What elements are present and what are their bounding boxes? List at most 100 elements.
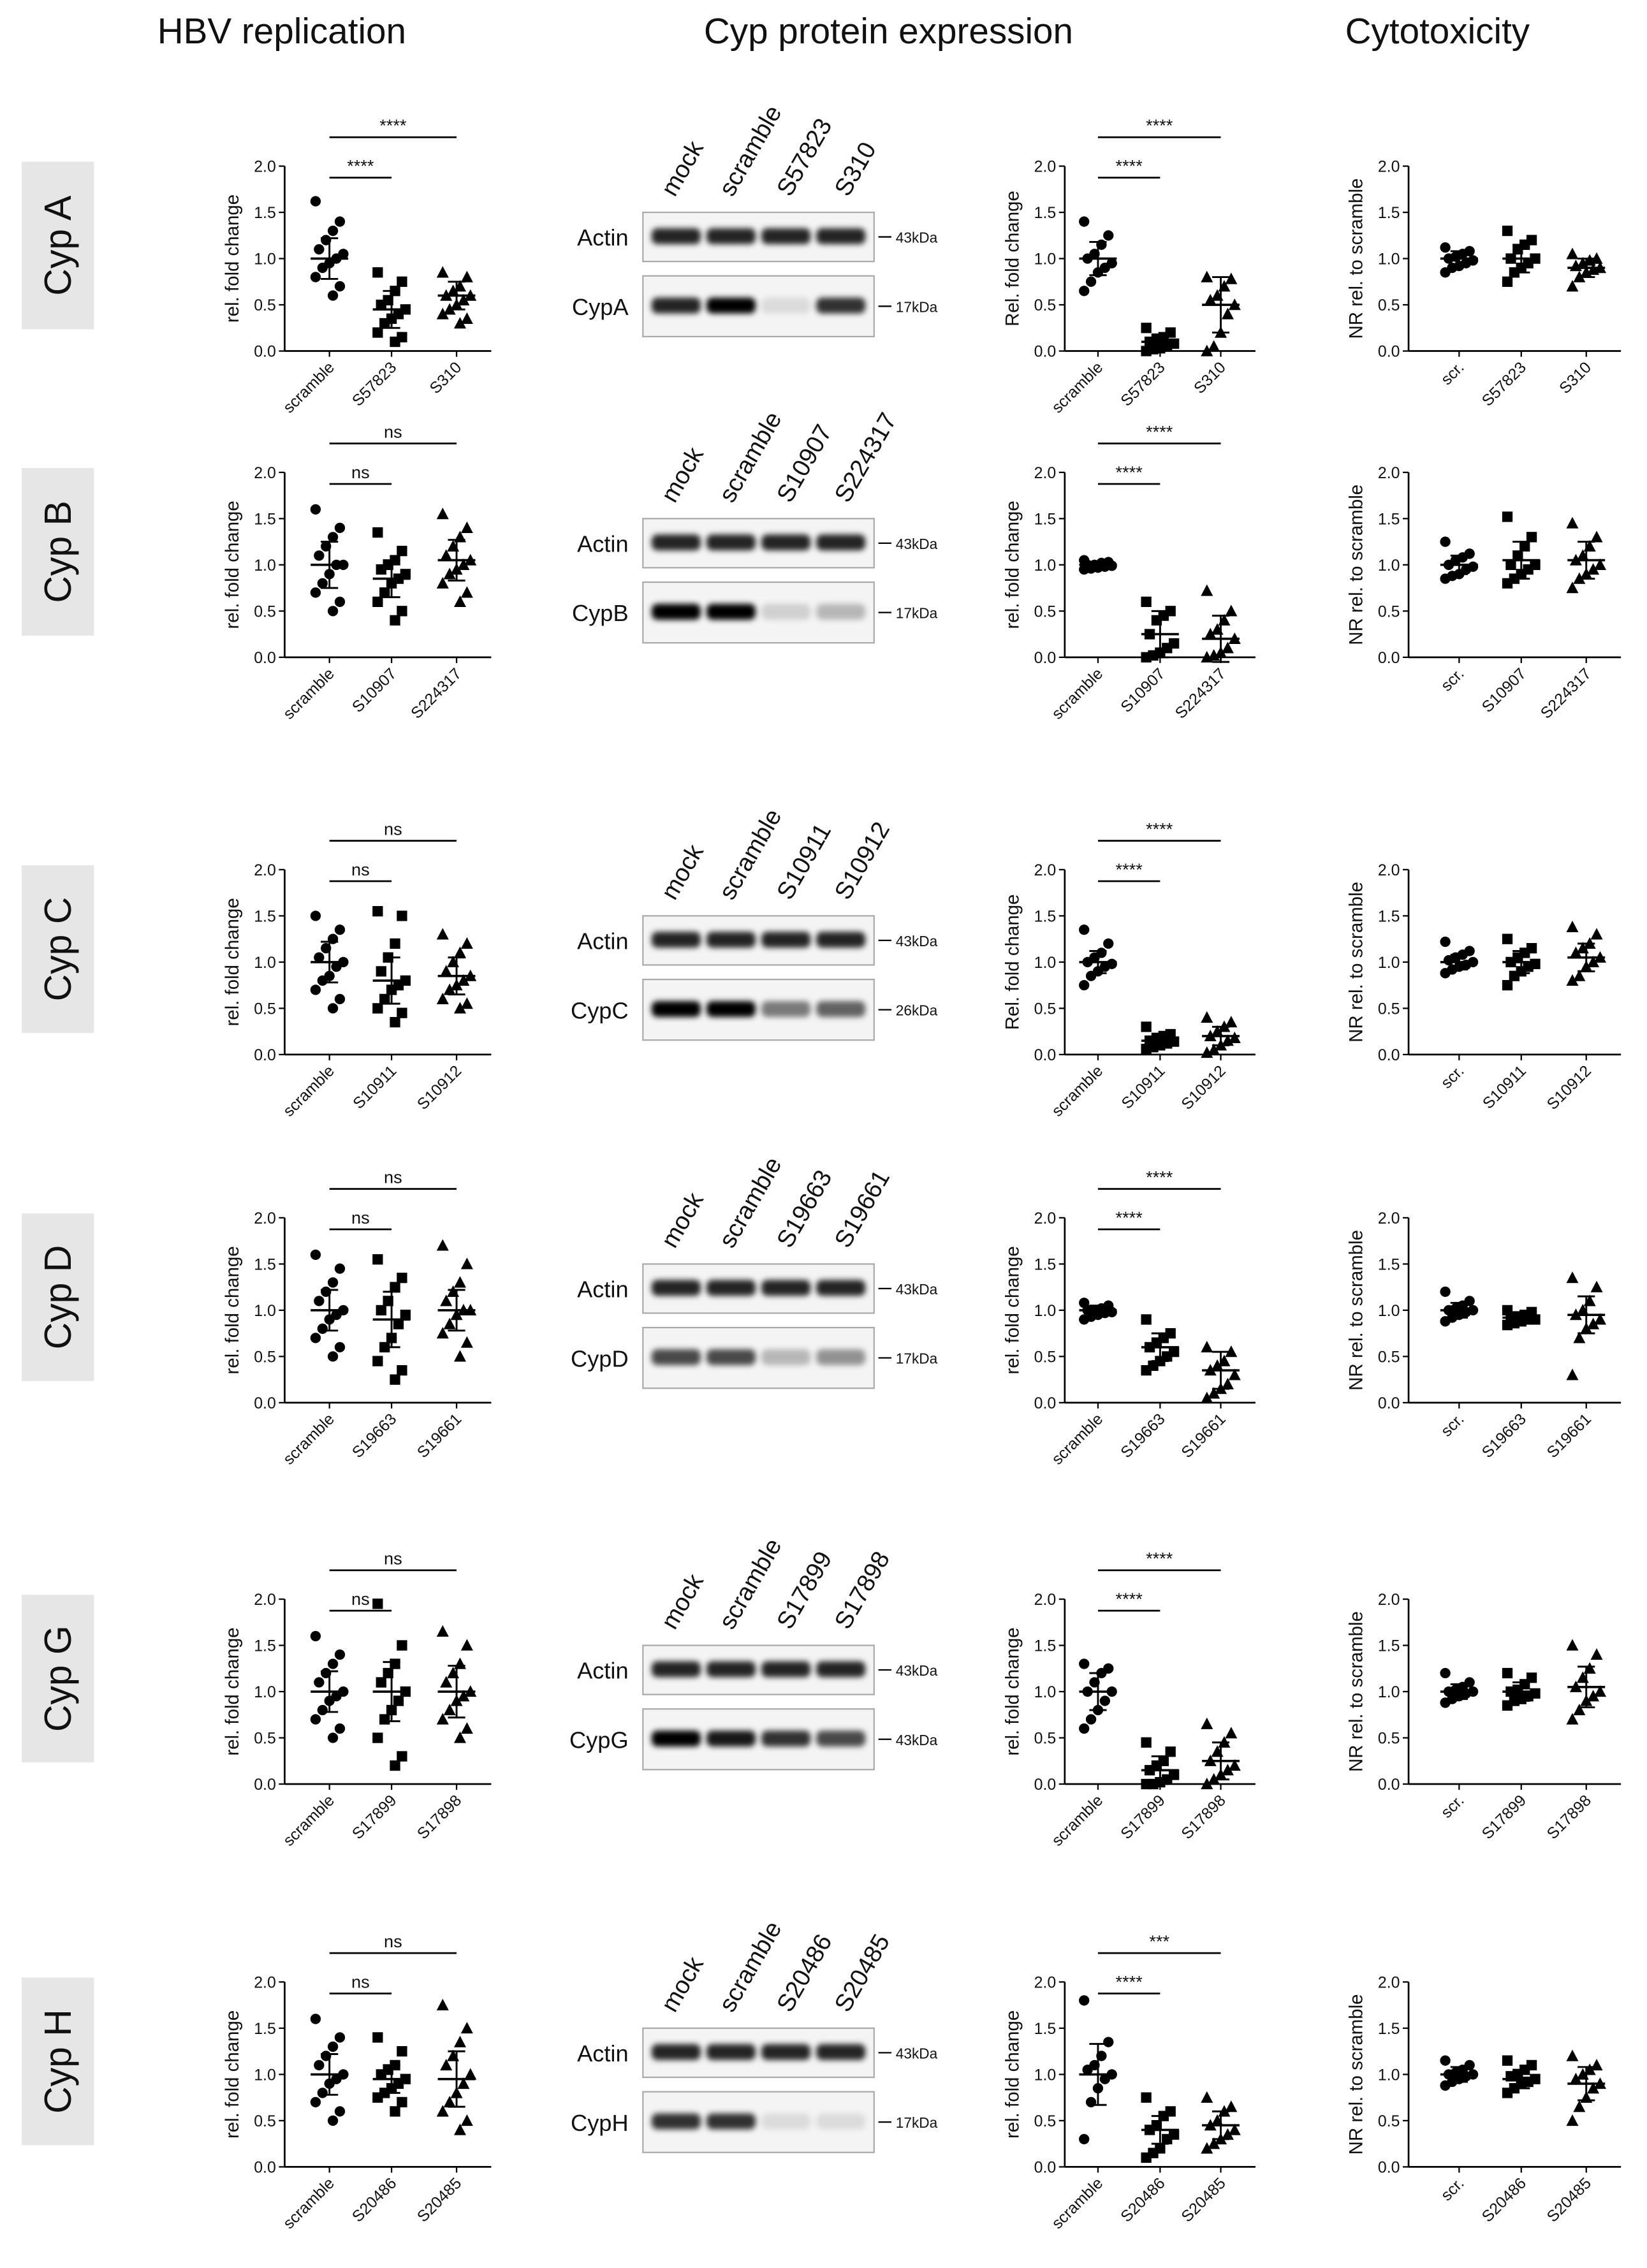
blot-band: [651, 2044, 701, 2060]
x-tick-label: S10911: [1118, 1062, 1168, 1113]
lane-label: S57823: [772, 113, 838, 200]
data-point: [314, 2059, 325, 2071]
blot-band: [761, 2113, 811, 2130]
data-point: [1201, 1046, 1213, 1058]
lane-label: mock: [656, 442, 710, 507]
x-tick-label: S310: [1556, 358, 1595, 397]
data-point: [1204, 627, 1217, 640]
data-point: [1225, 1016, 1238, 1028]
lane-label: S17898: [830, 1547, 896, 1634]
data-point: [1593, 558, 1607, 571]
data-point: [1440, 936, 1451, 947]
data-point: [436, 508, 449, 520]
y-tick-label: 0.0: [1034, 2158, 1057, 2176]
data-point: [397, 1751, 407, 1762]
y-axis-label: NR rel. to scramble: [1346, 1230, 1367, 1391]
data-point: [460, 270, 473, 282]
lane-label: mock: [656, 1569, 710, 1634]
y-tick-label: 1.5: [1034, 1255, 1057, 1273]
blot-band: [706, 1730, 756, 1747]
significance-label: ****: [1116, 1972, 1143, 1991]
y-axis-label: rel. fold change: [1002, 501, 1023, 629]
y-axis-label: rel. fold change: [1002, 1627, 1023, 1755]
x-tick-label: S17898: [1178, 1792, 1229, 1843]
data-point: [1162, 2133, 1173, 2145]
data-point: [1201, 270, 1213, 282]
data-point: [1502, 578, 1513, 589]
data-point: [334, 2032, 346, 2043]
x-tick-label: S17899: [349, 1792, 400, 1843]
data-point: [317, 2088, 328, 2098]
x-tick-label: scramble: [280, 664, 338, 722]
data-point: [1590, 530, 1603, 543]
y-tick-label: 1.5: [1034, 1637, 1057, 1655]
x-tick-label: S19661: [1178, 1410, 1229, 1462]
data-point: [1573, 1331, 1586, 1343]
y-axis-label: NR rel. to scramble: [1346, 485, 1367, 645]
blot-band: [706, 534, 756, 551]
y-tick-label: 0.5: [1034, 1348, 1057, 1366]
blot-band: [651, 297, 701, 314]
significance-label: ns: [384, 1931, 402, 1951]
blot-band: [651, 1280, 701, 1296]
data-point: [400, 1309, 411, 1321]
y-tick-label: 2.0: [1378, 1973, 1400, 1991]
data-point: [1587, 563, 1600, 575]
data-point: [334, 993, 346, 1005]
size-label: 43kDa: [896, 536, 938, 552]
lane-label: S19661: [830, 1166, 896, 1252]
blot-row-label: Actin: [577, 928, 629, 955]
y-tick-label: 2.0: [1378, 1591, 1400, 1609]
row-label: Cyp B: [38, 501, 79, 603]
significance-label: ****: [1146, 115, 1173, 135]
x-tick-label: S10911: [1479, 1062, 1530, 1113]
data-point: [1440, 242, 1451, 253]
data-point: [453, 317, 466, 329]
data-point: [1587, 955, 1600, 968]
y-tick-label: 1.5: [1378, 1637, 1400, 1655]
x-tick-label: S17898: [1544, 1792, 1595, 1843]
data-point: [1566, 1271, 1579, 1284]
row-label-box: [22, 1595, 94, 1763]
size-label: 17kDa: [896, 2114, 938, 2131]
lane-label: S10912: [830, 817, 896, 904]
data-point: [310, 1714, 321, 1725]
blot-band: [816, 228, 866, 244]
size-label: 17kDa: [896, 1350, 938, 1367]
data-point: [453, 595, 466, 608]
data-point: [397, 606, 407, 617]
data-point: [1079, 1995, 1090, 2006]
significance-label: ns: [351, 462, 370, 482]
data-point: [393, 1695, 404, 1706]
y-tick-label: 1.0: [1378, 1302, 1400, 1320]
blot-row-label: CypD: [571, 1345, 629, 1372]
y-tick-label: 1.5: [1378, 907, 1400, 925]
data-point: [1587, 263, 1600, 275]
data-point: [327, 606, 339, 617]
data-point: [440, 549, 453, 561]
significance-label: ****: [1146, 421, 1173, 441]
x-tick-label: S20485: [1178, 2174, 1229, 2226]
data-point: [1079, 216, 1090, 227]
x-tick-label: S19663: [1479, 1410, 1530, 1462]
significance-label: ****: [1146, 819, 1173, 839]
y-tick-label: 0.0: [254, 1776, 276, 1794]
x-tick-label: scramble: [1048, 1792, 1106, 1850]
size-label: 17kDa: [896, 298, 938, 315]
significance-label: ns: [351, 1972, 370, 1991]
x-tick-label: S224317: [407, 664, 465, 722]
x-tick-label: S20485: [414, 2174, 465, 2226]
data-point: [310, 1333, 321, 1343]
data-point: [1099, 2074, 1110, 2084]
blot-band: [706, 2044, 756, 2060]
y-tick-label: 0.5: [1034, 2112, 1057, 2130]
data-point: [376, 966, 386, 977]
data-point: [1502, 511, 1513, 522]
data-point: [390, 1374, 400, 1385]
y-tick-label: 1.0: [254, 2066, 276, 2084]
y-tick-label: 0.5: [1378, 603, 1400, 620]
data-point: [314, 1296, 325, 1306]
data-point: [310, 272, 321, 282]
y-tick-label: 1.5: [1378, 204, 1400, 222]
